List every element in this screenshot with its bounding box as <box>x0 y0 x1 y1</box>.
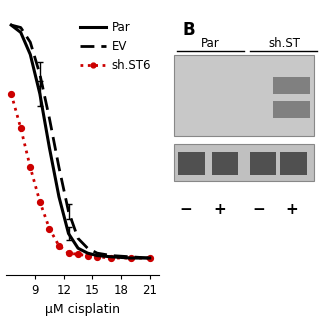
FancyBboxPatch shape <box>273 77 309 94</box>
FancyBboxPatch shape <box>212 152 238 175</box>
Text: Par: Par <box>201 36 220 50</box>
Text: +: + <box>213 202 226 217</box>
FancyBboxPatch shape <box>250 152 276 175</box>
FancyBboxPatch shape <box>174 55 314 136</box>
FancyBboxPatch shape <box>179 152 205 175</box>
Text: −: − <box>180 202 192 217</box>
Text: sh.ST: sh.ST <box>269 36 301 50</box>
Text: B: B <box>183 21 196 39</box>
FancyBboxPatch shape <box>280 152 307 175</box>
FancyBboxPatch shape <box>273 101 309 118</box>
FancyBboxPatch shape <box>174 144 314 181</box>
Legend: Par, EV, sh.ST6: Par, EV, sh.ST6 <box>77 19 153 74</box>
Text: +: + <box>286 202 299 217</box>
Text: −: − <box>252 202 265 217</box>
X-axis label: μM cisplatin: μM cisplatin <box>45 303 120 316</box>
